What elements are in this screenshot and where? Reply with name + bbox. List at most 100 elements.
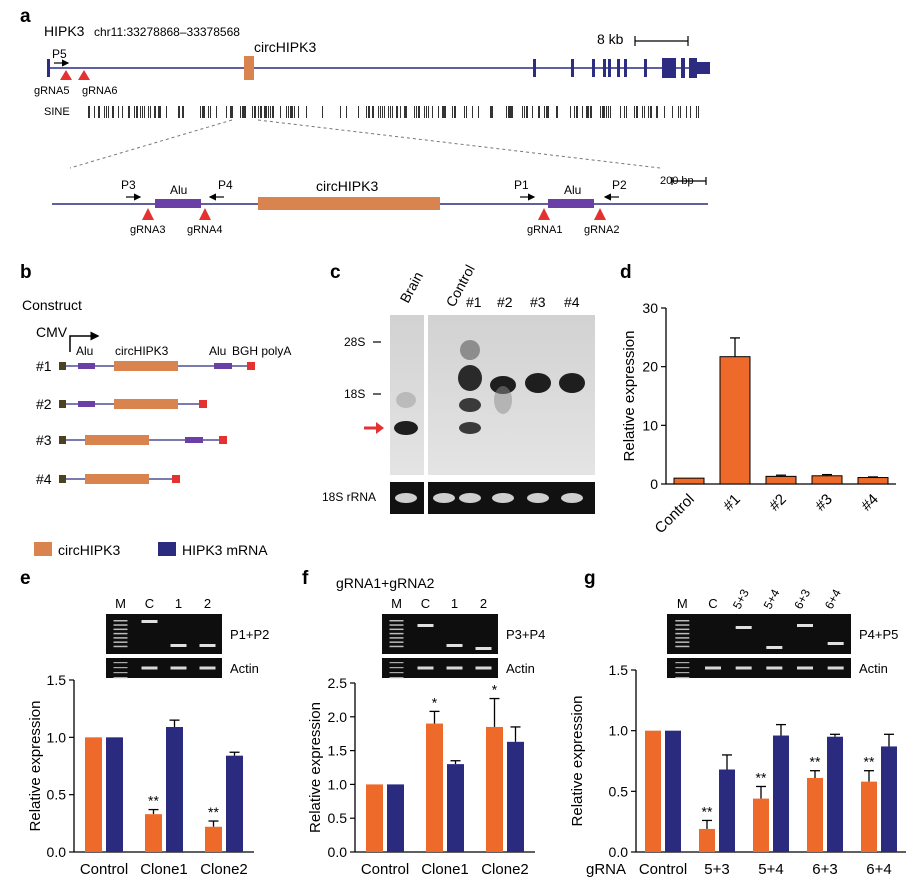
actin-band bbox=[766, 666, 783, 670]
sine-element bbox=[556, 106, 558, 118]
sine-element bbox=[574, 106, 575, 118]
construct-3: #3 bbox=[36, 432, 227, 448]
northern-blot-main bbox=[428, 315, 595, 475]
sine-element bbox=[266, 106, 267, 118]
sine-element bbox=[396, 106, 398, 118]
circ-block bbox=[85, 474, 149, 484]
polya-label: BGH polyA bbox=[232, 344, 291, 358]
construct-4: #4 bbox=[36, 471, 180, 487]
sine-element bbox=[106, 106, 107, 118]
sine-element bbox=[210, 106, 211, 118]
sine-element bbox=[122, 106, 123, 118]
sine-element bbox=[298, 106, 299, 118]
polya-block bbox=[199, 400, 207, 408]
bar-circhipk3-64 bbox=[861, 781, 877, 852]
gel-actin-label: Actin bbox=[859, 661, 888, 676]
sine-element bbox=[242, 106, 244, 118]
gels-layer: M C 1 2 P1+P2 Actin M C 1 2 P3+P4 Actin M C 5+3 5+4 6+3 6… bbox=[106, 587, 898, 679]
ladder-band bbox=[389, 667, 404, 669]
sine-element bbox=[590, 106, 592, 118]
sine-element bbox=[390, 106, 391, 118]
sine-element bbox=[524, 106, 525, 118]
sine-element bbox=[678, 106, 679, 118]
bar-circhipk3-Control bbox=[645, 730, 661, 852]
sine-element bbox=[626, 106, 627, 118]
bar-circhipk3-Control bbox=[366, 784, 383, 852]
y-tick-label: 1.0 bbox=[47, 729, 67, 745]
primer-p3-label: P3 bbox=[121, 178, 136, 192]
sine-element bbox=[586, 106, 588, 118]
sine-element bbox=[200, 106, 201, 118]
bar-hipk3-mrna-Control bbox=[387, 784, 404, 852]
bar-hipk3-mrna-53 bbox=[719, 769, 735, 852]
gel-g: M C 5+3 5+4 6+3 6+4 P4+P5 Actin bbox=[667, 587, 898, 679]
sine-element bbox=[454, 106, 456, 118]
sine-element bbox=[648, 106, 649, 118]
sine-element bbox=[226, 106, 227, 118]
y-tick-label: 2.0 bbox=[328, 709, 348, 725]
sine-element bbox=[140, 106, 141, 118]
cmv-block bbox=[59, 362, 66, 370]
y-tick-label: 1.0 bbox=[328, 776, 348, 792]
bar-hipk3-mrna-Control bbox=[106, 737, 123, 852]
sine-element bbox=[372, 106, 374, 118]
x-tick-label: #3 bbox=[812, 491, 836, 515]
alu-block bbox=[185, 437, 203, 443]
x-tick-label: #4 bbox=[858, 491, 882, 515]
sine-element bbox=[108, 106, 109, 118]
sine-element bbox=[588, 106, 589, 118]
sine-element bbox=[656, 106, 658, 118]
sine-element bbox=[340, 106, 341, 118]
gel-lane-label: 1 bbox=[451, 596, 458, 611]
sine-element bbox=[378, 106, 379, 118]
product-band bbox=[417, 624, 434, 627]
legend-circ-label: circHIPK3 bbox=[58, 542, 120, 558]
sine-element bbox=[512, 106, 513, 118]
grna2-marker bbox=[594, 208, 606, 220]
panel-c: c Brain Control #1 #2 #3 #4 28S 18S 18 bbox=[322, 262, 595, 514]
sine-element bbox=[538, 106, 540, 118]
bar-2 bbox=[765, 475, 797, 485]
sine-element bbox=[264, 106, 266, 118]
gel-lane-label: 5+4 bbox=[761, 587, 783, 612]
alu-block bbox=[78, 363, 95, 369]
sine-element bbox=[384, 106, 385, 118]
rrna-label: 18S rRNA bbox=[322, 490, 376, 504]
actin-band bbox=[705, 666, 721, 670]
sine-element bbox=[506, 106, 507, 118]
sine-element bbox=[604, 106, 605, 118]
ladder-band bbox=[389, 677, 404, 679]
bar-circhipk3-Clone2 bbox=[486, 726, 503, 852]
zoom-circ-exon bbox=[258, 197, 440, 210]
zoom-line-right bbox=[257, 119, 661, 169]
sine-element bbox=[134, 106, 135, 118]
ladder-band bbox=[389, 672, 404, 674]
primer-p4-label: P4 bbox=[218, 178, 233, 192]
bar-1 bbox=[719, 356, 751, 485]
sine-element bbox=[424, 106, 425, 118]
sine-element bbox=[508, 106, 510, 118]
sine-element bbox=[546, 106, 548, 118]
sine-element bbox=[606, 106, 607, 118]
sine-element bbox=[428, 106, 429, 118]
sine-element bbox=[166, 106, 167, 118]
lane-brain-label: Brain bbox=[397, 269, 426, 305]
ladder-band bbox=[113, 667, 128, 669]
sine-element bbox=[294, 106, 295, 118]
product-band bbox=[797, 624, 813, 627]
sine-element bbox=[88, 106, 90, 118]
sine-element bbox=[442, 106, 444, 118]
product-band bbox=[766, 646, 783, 649]
grna1-marker bbox=[538, 208, 550, 220]
product-band bbox=[827, 642, 844, 645]
sine-element bbox=[570, 106, 571, 118]
y-tick-label: 20 bbox=[642, 359, 658, 375]
primer-p5-label: P5 bbox=[52, 47, 67, 61]
sine-element bbox=[272, 106, 274, 118]
significance-mark: * bbox=[492, 682, 498, 698]
x-tick-label: 5+3 bbox=[704, 861, 729, 878]
sine-element bbox=[438, 106, 439, 118]
lane-4-label: #4 bbox=[564, 294, 580, 310]
